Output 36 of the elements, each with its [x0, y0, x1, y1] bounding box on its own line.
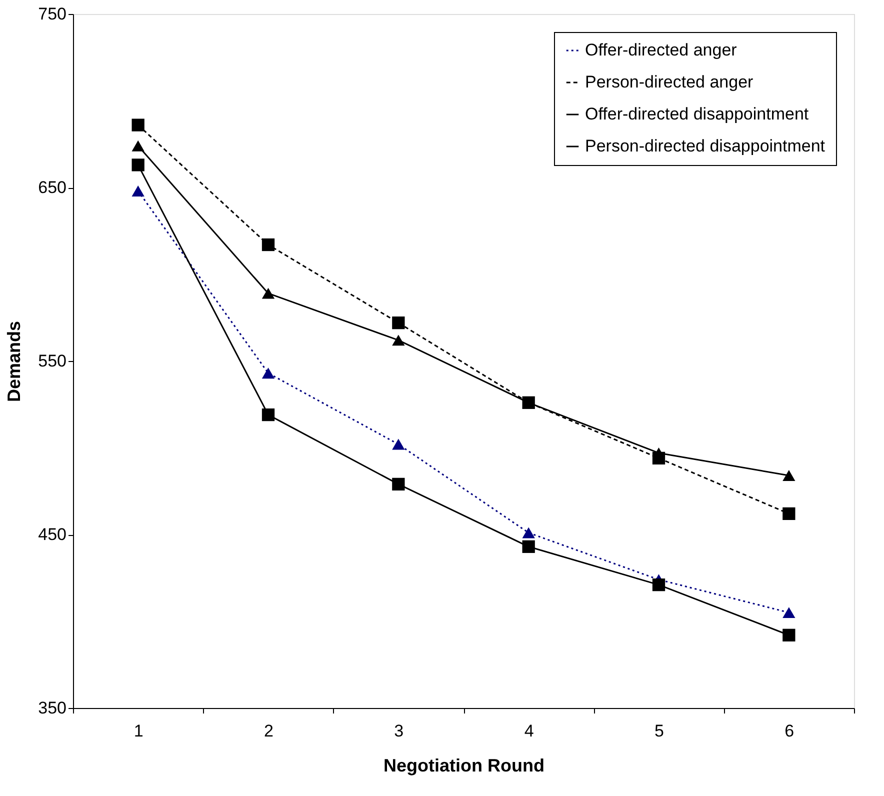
- y-axis-title: Demands: [4, 320, 24, 402]
- x-axis-title: Negotiation Round: [384, 756, 544, 776]
- point: [132, 140, 144, 152]
- point: [782, 628, 796, 642]
- point: [392, 478, 405, 491]
- point: [132, 185, 144, 196]
- point: [782, 607, 796, 618]
- x-tick-label: 2: [264, 722, 274, 740]
- y-tick-label: 750: [38, 4, 66, 24]
- point: [522, 540, 535, 553]
- point: [782, 470, 796, 481]
- point: [262, 238, 275, 252]
- point: [392, 438, 405, 450]
- legend-label: Person-directed disappointment: [585, 136, 826, 156]
- point: [262, 408, 275, 422]
- x-tick-label: 5: [654, 722, 664, 740]
- y-tick-label: 450: [38, 525, 66, 544]
- point: [262, 288, 275, 299]
- legend-label: Person-directed anger: [585, 72, 754, 92]
- point: [522, 527, 535, 538]
- x-tick-label: 1: [134, 722, 144, 740]
- point: [392, 316, 405, 330]
- point: [392, 334, 405, 346]
- y-tick-label: 650: [38, 178, 66, 197]
- point: [132, 118, 144, 132]
- point: [652, 578, 666, 592]
- y-tick-label: 550: [38, 352, 66, 370]
- x-tick-label: 6: [784, 722, 794, 740]
- x-tick-label: 3: [394, 722, 404, 740]
- legend-label: Offer-directed anger: [585, 40, 738, 60]
- point: [262, 368, 275, 379]
- point: [132, 158, 144, 172]
- point: [782, 507, 796, 520]
- x-tick-label: 4: [524, 722, 534, 740]
- legend-label: Offer-directed disappointment: [585, 104, 809, 124]
- y-tick-label: 350: [38, 698, 66, 718]
